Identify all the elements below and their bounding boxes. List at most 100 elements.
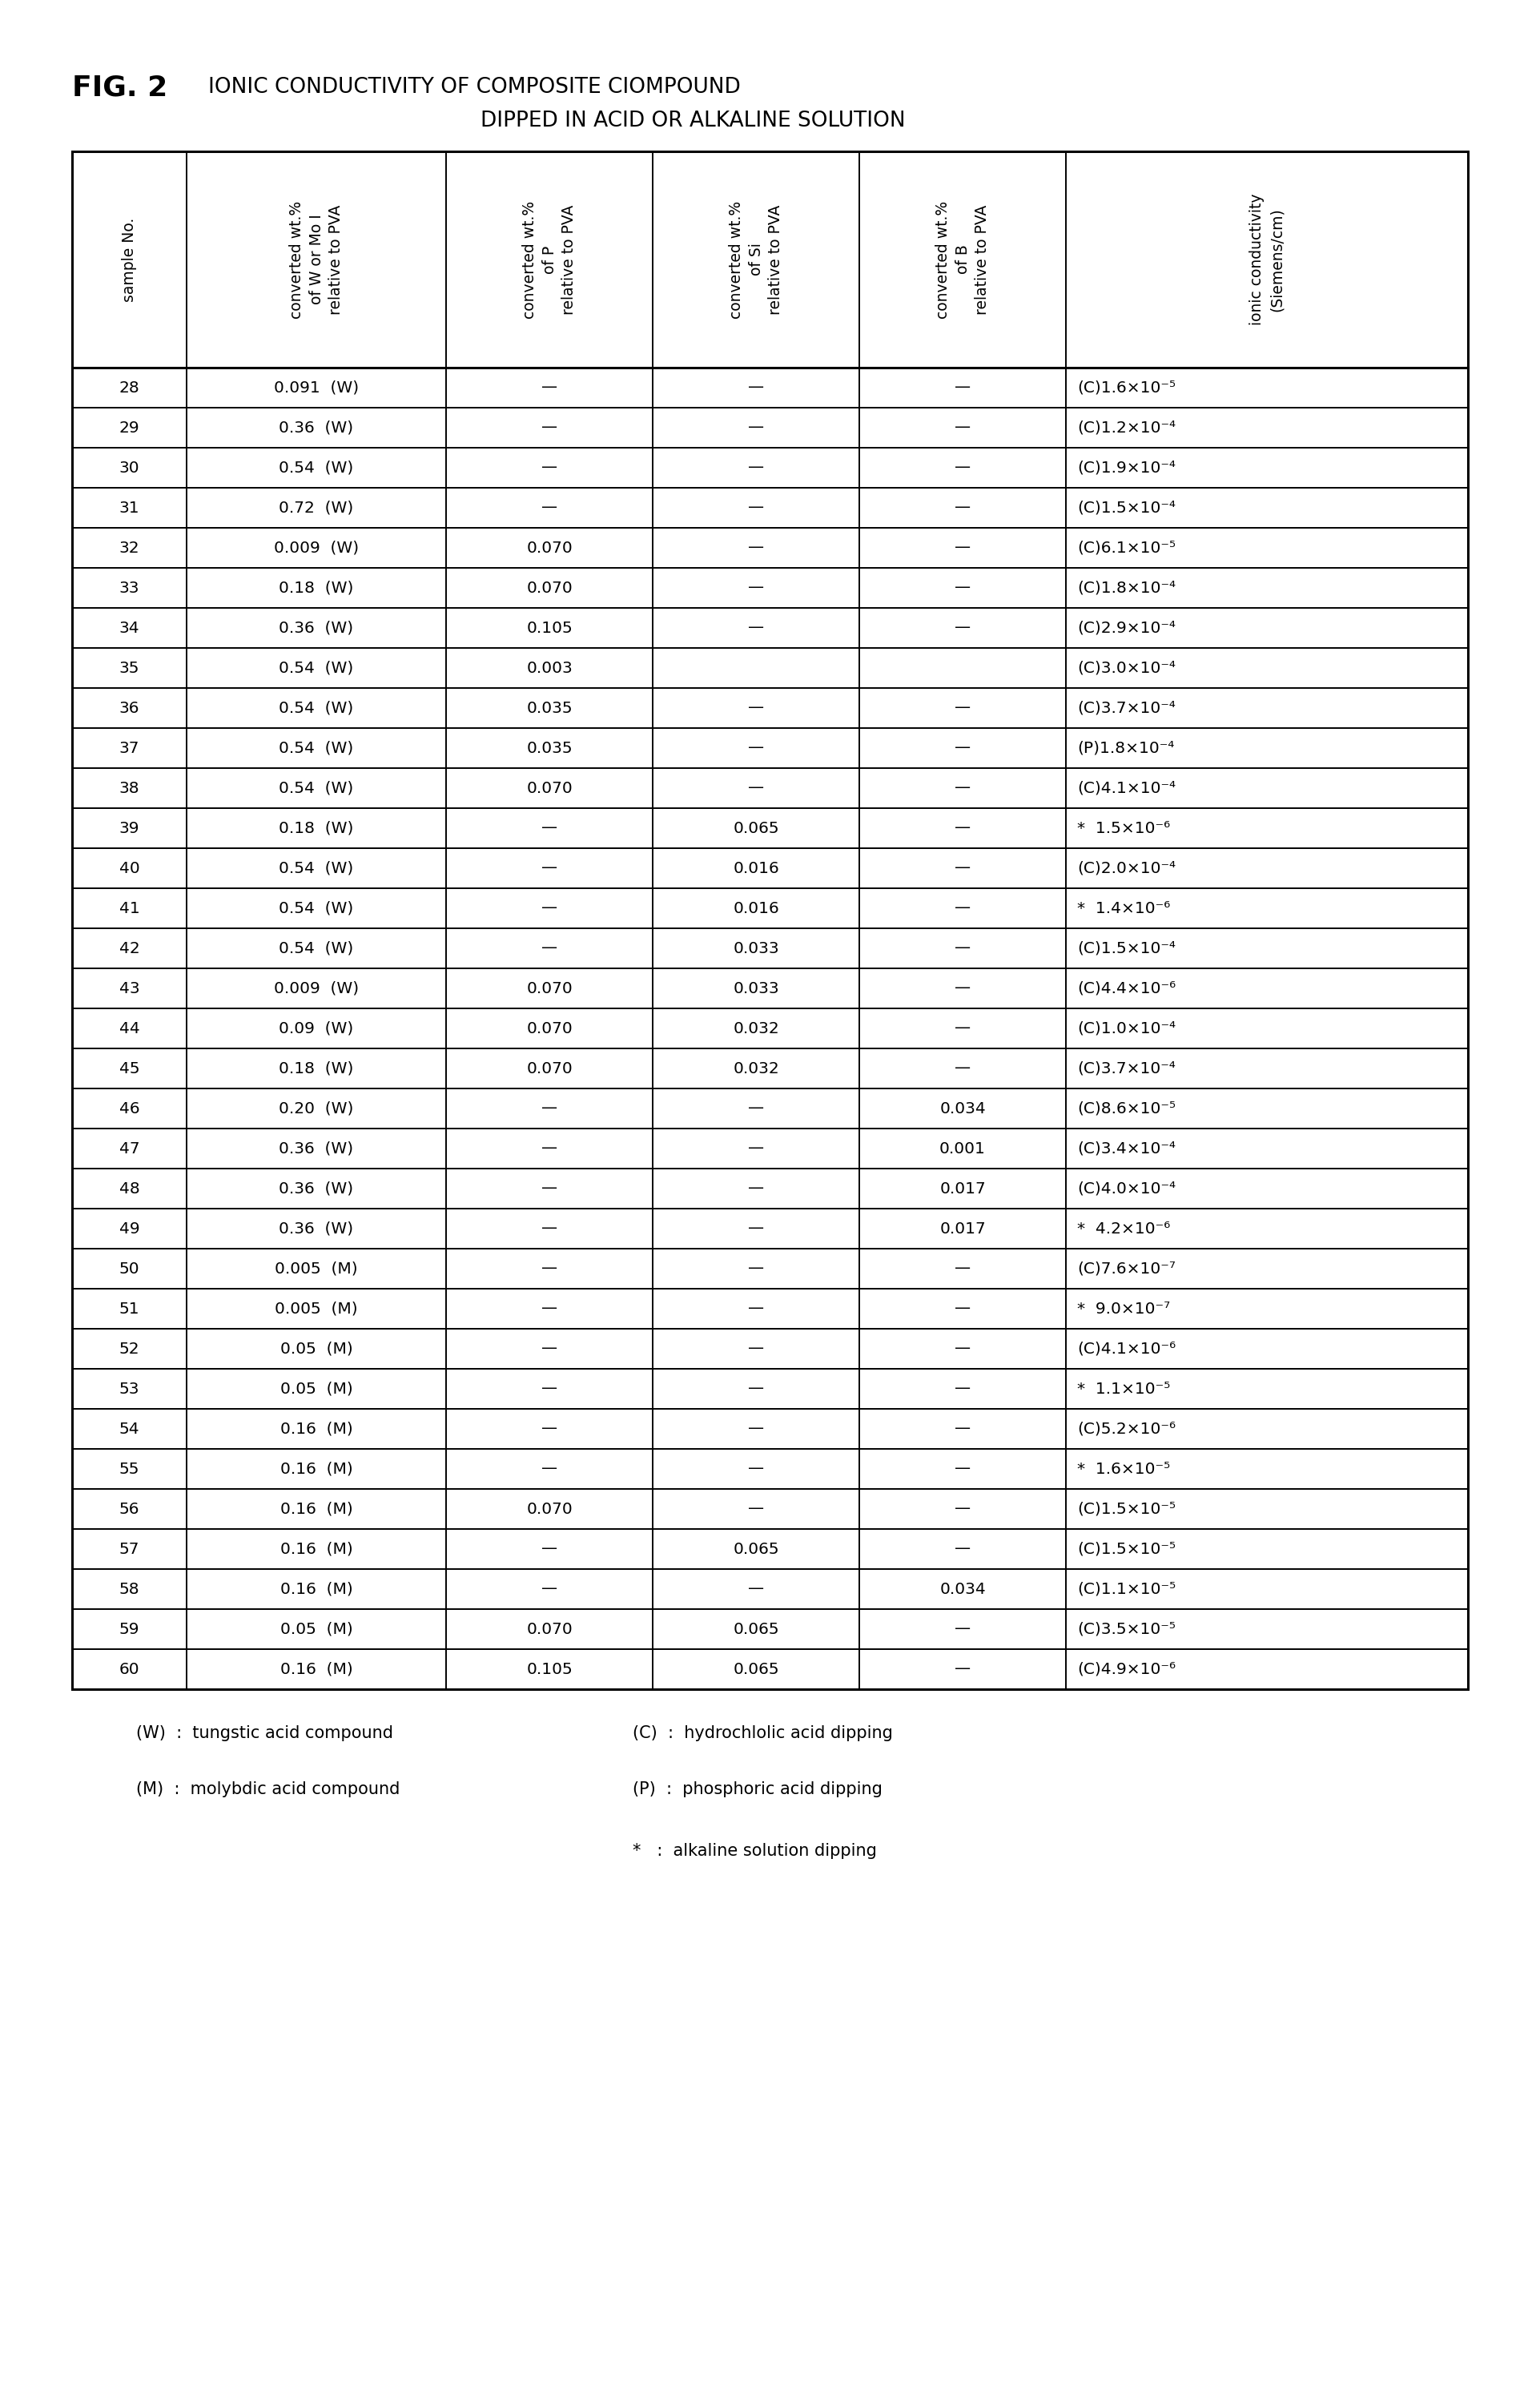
Text: —: — (955, 1062, 970, 1076)
Text: (C)5.2×10⁻⁶: (C)5.2×10⁻⁶ (1076, 1422, 1175, 1436)
Text: 0.070: 0.070 (527, 1062, 573, 1076)
Text: —: — (955, 1622, 970, 1637)
Text: (C)4.1×10⁻⁴: (C)4.1×10⁻⁴ (1076, 780, 1175, 797)
Text: 0.105: 0.105 (527, 620, 573, 635)
Text: (C)2.0×10⁻⁴: (C)2.0×10⁻⁴ (1076, 861, 1175, 876)
Text: —: — (955, 1262, 970, 1277)
Text: 31: 31 (119, 501, 140, 515)
Text: 0.009  (W): 0.009 (W) (274, 539, 359, 556)
Text: 0.016: 0.016 (733, 861, 779, 876)
Text: 0.16  (M): 0.16 (M) (280, 1582, 353, 1596)
Text: converted wt.%
of B
relative to PVA: converted wt.% of B relative to PVA (936, 200, 990, 317)
Text: 0.54  (W): 0.54 (W) (279, 740, 354, 756)
Text: 0.065: 0.065 (733, 1661, 779, 1677)
Text: 35: 35 (119, 661, 140, 675)
Text: (C)1.2×10⁻⁴: (C)1.2×10⁻⁴ (1076, 420, 1175, 434)
Text: —: — (955, 861, 970, 876)
Text: 0.034: 0.034 (939, 1100, 986, 1117)
Text: 0.05  (M): 0.05 (M) (280, 1341, 353, 1355)
Text: 0.070: 0.070 (527, 539, 573, 556)
Text: —: — (542, 821, 557, 835)
Text: 0.54  (W): 0.54 (W) (279, 900, 354, 916)
Text: 0.36  (W): 0.36 (W) (279, 420, 354, 434)
Text: 46: 46 (119, 1100, 140, 1117)
Text: —: — (955, 1381, 970, 1396)
Text: *  1.5×10⁻⁶: * 1.5×10⁻⁶ (1076, 821, 1170, 835)
Text: (C)1.1×10⁻⁵: (C)1.1×10⁻⁵ (1076, 1582, 1177, 1596)
Text: 0.034: 0.034 (939, 1582, 986, 1596)
Text: FIG. 2: FIG. 2 (72, 74, 168, 100)
Text: —: — (955, 740, 970, 756)
Text: (W)  :  tungstic acid compound: (W) : tungstic acid compound (136, 1725, 393, 1742)
Text: —: — (542, 861, 557, 876)
Text: 52: 52 (119, 1341, 140, 1355)
Text: —: — (542, 1422, 557, 1436)
Text: —: — (748, 1222, 764, 1236)
Text: *  1.4×10⁻⁶: * 1.4×10⁻⁶ (1076, 900, 1170, 916)
Text: 34: 34 (119, 620, 140, 635)
Text: 0.54  (W): 0.54 (W) (279, 861, 354, 876)
Text: —: — (955, 460, 970, 475)
Text: 58: 58 (119, 1582, 140, 1596)
Text: —: — (542, 1582, 557, 1596)
Text: 29: 29 (119, 420, 140, 434)
Text: (C)4.1×10⁻⁶: (C)4.1×10⁻⁶ (1076, 1341, 1175, 1355)
Text: 39: 39 (119, 821, 140, 835)
Text: *  9.0×10⁻⁷: * 9.0×10⁻⁷ (1076, 1300, 1170, 1317)
Text: —: — (542, 1341, 557, 1355)
Text: (C)1.5×10⁻⁴: (C)1.5×10⁻⁴ (1076, 501, 1175, 515)
Text: (C)1.0×10⁻⁴: (C)1.0×10⁻⁴ (1076, 1021, 1175, 1036)
Text: 0.033: 0.033 (733, 940, 779, 957)
Text: (C)4.0×10⁻⁴: (C)4.0×10⁻⁴ (1076, 1181, 1175, 1195)
Text: (C)1.5×10⁻⁵: (C)1.5×10⁻⁵ (1076, 1501, 1175, 1517)
Text: —: — (748, 1341, 764, 1355)
Text: 0.20  (W): 0.20 (W) (279, 1100, 354, 1117)
Text: (C)1.5×10⁻⁴: (C)1.5×10⁻⁴ (1076, 940, 1175, 957)
Text: —: — (542, 1262, 557, 1277)
Text: 0.035: 0.035 (527, 701, 573, 716)
Text: 45: 45 (119, 1062, 140, 1076)
Text: —: — (955, 1501, 970, 1517)
Text: 30: 30 (119, 460, 140, 475)
Text: 32: 32 (119, 539, 140, 556)
Text: 0.36  (W): 0.36 (W) (279, 1181, 354, 1195)
Text: —: — (748, 620, 764, 635)
Text: 0.070: 0.070 (527, 1501, 573, 1517)
Text: 0.070: 0.070 (527, 780, 573, 797)
Text: 0.070: 0.070 (527, 1622, 573, 1637)
Text: —: — (955, 379, 970, 396)
Text: 0.54  (W): 0.54 (W) (279, 780, 354, 797)
Text: —: — (542, 1222, 557, 1236)
Text: 0.070: 0.070 (527, 580, 573, 596)
Text: —: — (748, 1582, 764, 1596)
Text: converted wt.%
of P
relative to PVA: converted wt.% of P relative to PVA (522, 200, 576, 317)
Text: —: — (955, 940, 970, 957)
Text: 0.18  (W): 0.18 (W) (279, 580, 354, 596)
Text: 0.54  (W): 0.54 (W) (279, 661, 354, 675)
Text: 0.035: 0.035 (527, 740, 573, 756)
Text: —: — (748, 539, 764, 556)
Text: —: — (955, 1341, 970, 1355)
Text: 28: 28 (119, 379, 140, 396)
Text: —: — (542, 379, 557, 396)
Text: 36: 36 (119, 701, 140, 716)
Text: 0.016: 0.016 (733, 900, 779, 916)
Text: —: — (955, 1541, 970, 1556)
Text: 0.16  (M): 0.16 (M) (280, 1661, 353, 1677)
Text: (P)  :  phosphoric acid dipping: (P) : phosphoric acid dipping (633, 1782, 882, 1797)
Text: 0.36  (W): 0.36 (W) (279, 1222, 354, 1236)
Text: —: — (955, 780, 970, 797)
Text: 50: 50 (119, 1262, 140, 1277)
Text: —: — (748, 1460, 764, 1477)
Text: —: — (748, 1100, 764, 1117)
Text: converted wt.%
of W or Mo I
relative to PVA: converted wt.% of W or Mo I relative to … (290, 200, 343, 317)
Text: *  1.6×10⁻⁵: * 1.6×10⁻⁵ (1076, 1460, 1170, 1477)
Text: (C)1.8×10⁻⁴: (C)1.8×10⁻⁴ (1076, 580, 1175, 596)
Text: 0.54  (W): 0.54 (W) (279, 460, 354, 475)
Text: *  4.2×10⁻⁶: * 4.2×10⁻⁶ (1076, 1222, 1170, 1236)
Text: (C)8.6×10⁻⁵: (C)8.6×10⁻⁵ (1076, 1100, 1175, 1117)
Text: 37: 37 (119, 740, 140, 756)
Text: *   :  alkaline solution dipping: * : alkaline solution dipping (633, 1842, 876, 1859)
Text: (C)2.9×10⁻⁴: (C)2.9×10⁻⁴ (1076, 620, 1175, 635)
Text: 47: 47 (119, 1141, 140, 1157)
